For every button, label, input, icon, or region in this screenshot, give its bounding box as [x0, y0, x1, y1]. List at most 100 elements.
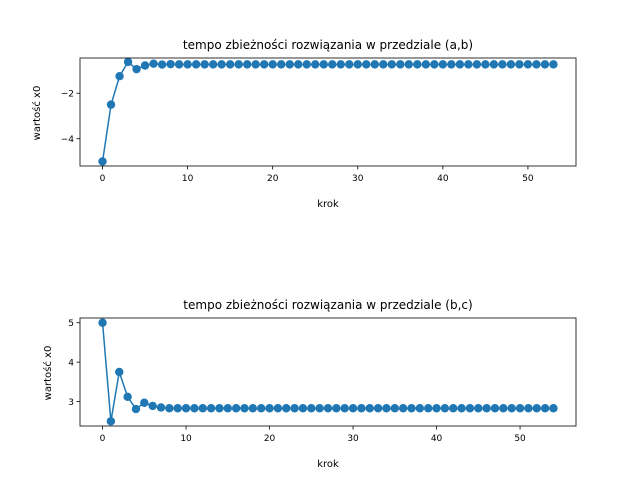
subplot-1-title: tempo zbieżności rozwiązania w przedzial…	[183, 38, 473, 52]
subplot-2-data-point	[257, 404, 266, 413]
subplot-2-data-point	[223, 404, 232, 413]
subplot-1-data-point	[455, 60, 465, 69]
subplot-2-data-point	[465, 404, 475, 413]
subplot-1-data-point	[515, 60, 524, 69]
subplot-2-data-point	[273, 404, 283, 413]
subplot-2-data-point	[449, 404, 458, 413]
subplot-2-data-point	[415, 404, 425, 413]
subplot-1-data-point	[379, 60, 388, 69]
subplot-2-data-point	[173, 404, 182, 413]
subplot-2-data-point	[148, 401, 157, 411]
subplot-1-x-tick-label: 30	[352, 174, 364, 184]
subplot-2-data-point	[457, 404, 466, 413]
subplot-1-data-point	[183, 60, 192, 69]
subplot-2-data-point	[524, 404, 533, 413]
subplot-1-data-point	[328, 60, 337, 69]
subplot-1-x-tick-label: 50	[522, 174, 534, 184]
subplot-1-data-point	[430, 60, 439, 69]
subplot-1-data-point	[370, 60, 379, 69]
subplot-1-data-point	[166, 59, 175, 69]
subplot-2-data-point	[348, 404, 358, 413]
subplot-1-data-point	[259, 60, 269, 69]
subplot-1-y-tick-label: −2	[61, 90, 74, 100]
subplot-1-data-point	[242, 60, 252, 69]
subplot-2-data-point	[440, 404, 450, 413]
subplot-1-data-point	[489, 60, 499, 69]
subplot-2-data-point	[240, 404, 249, 413]
subplot-2-data-point	[382, 404, 391, 413]
subplot-1-data-point	[319, 60, 328, 69]
subplot-2-data-point	[198, 404, 207, 413]
subplot-1-data-point	[438, 60, 448, 69]
subplot-2-data-point	[282, 404, 291, 413]
subplot-1-data-point	[523, 60, 533, 69]
subplot-1-data-point	[387, 60, 397, 69]
subplot-2-data-point	[540, 404, 550, 413]
subplot-1-data-point	[225, 60, 235, 69]
subplot-1-data-point	[506, 60, 516, 69]
subplot-2-data-point	[190, 404, 199, 413]
subplot-1-data-point	[447, 60, 456, 69]
subplot-2-data-point	[265, 404, 274, 413]
subplot-2-x-axis-label: krok	[317, 459, 339, 470]
subplot-1-x-tick-label: 20	[267, 174, 279, 184]
subplot-2-data-point	[215, 404, 224, 413]
subplot-2-data-point	[340, 404, 349, 413]
subplot-2-data-point	[373, 404, 383, 413]
subplot-2-data-point	[515, 404, 525, 413]
subplot-2-data-point	[532, 404, 541, 413]
subplot-2-title: tempo zbieżności rozwiązania w przedzial…	[183, 298, 472, 312]
subplot-1-x-axis-label: krok	[317, 199, 339, 210]
subplot-1-data-point	[404, 60, 414, 69]
subplot-1-plot-area: 0 10 20 30 40 50 −4 −2	[61, 57, 577, 184]
subplot-2-data-point	[181, 404, 191, 413]
subplot-2-x-tick-label: 20	[264, 434, 276, 444]
subplot-2-data-point	[206, 404, 216, 413]
subplot-1-data-point	[353, 60, 362, 69]
subplot-1-data-point	[217, 60, 226, 69]
subplot-2-data-point	[248, 404, 258, 413]
subplot-1-data-point	[421, 60, 431, 69]
subplot-1-data-point	[498, 60, 507, 69]
subplot-1-data-point	[208, 60, 218, 69]
subplot-1-data-point	[396, 60, 405, 69]
subplot-1-data-point	[311, 60, 320, 69]
subplot-1-data-point	[549, 60, 558, 69]
subplot-2-data-point	[432, 404, 441, 413]
subplot-1-data-point	[413, 60, 422, 69]
subplot-1-data-point	[251, 60, 260, 69]
subplot-1-data-point	[532, 60, 541, 69]
subplot-2-data-point	[490, 404, 500, 413]
subplot-2-data-point	[407, 404, 416, 413]
subplot-1-data-point	[98, 157, 107, 166]
subplot-2: tempo zbieżności rozwiązania w przedzial…	[42, 298, 577, 470]
subplot-2-data-point	[323, 404, 333, 413]
subplot-1-data-point	[277, 60, 286, 69]
subplot-2-data-point	[398, 404, 408, 413]
subplot-2-y-tick-label: 5	[68, 319, 74, 329]
subplot-1-data-point	[481, 60, 490, 69]
subplot-2-plot-area: 0 10 20 30 40 50 3 4 5	[68, 317, 577, 444]
subplot-2-data-point	[115, 367, 124, 377]
subplot-2-data-point	[332, 404, 341, 413]
subplot-2-data-point	[507, 404, 516, 413]
subplot-1-data-point	[540, 60, 550, 69]
subplot-2-data-point	[156, 403, 166, 412]
subplot-2-data-point	[298, 404, 308, 413]
subplot-1-data-point	[140, 61, 150, 70]
subplot-1-data-point	[174, 60, 184, 69]
subplot-1-x-tick-label: 40	[437, 174, 449, 184]
subplot-1-data-point	[106, 100, 116, 109]
subplot-1-data-point	[200, 60, 209, 69]
subplot-2-data-point	[499, 404, 508, 413]
subplot-1-data-point	[132, 64, 141, 74]
subplot-1-data-point	[464, 60, 473, 69]
subplot-1-data-point	[149, 59, 158, 68]
subplot-1: tempo zbieżności rozwiązania w przedzial…	[31, 38, 577, 210]
subplot-2-y-tick-label: 3	[68, 398, 74, 408]
subplot-1-data-point	[472, 60, 482, 69]
subplot-2-y-tick-label: 4	[68, 359, 74, 369]
subplot-2-x-tick-label: 10	[180, 434, 192, 444]
subplot-1-data-point	[191, 60, 201, 69]
